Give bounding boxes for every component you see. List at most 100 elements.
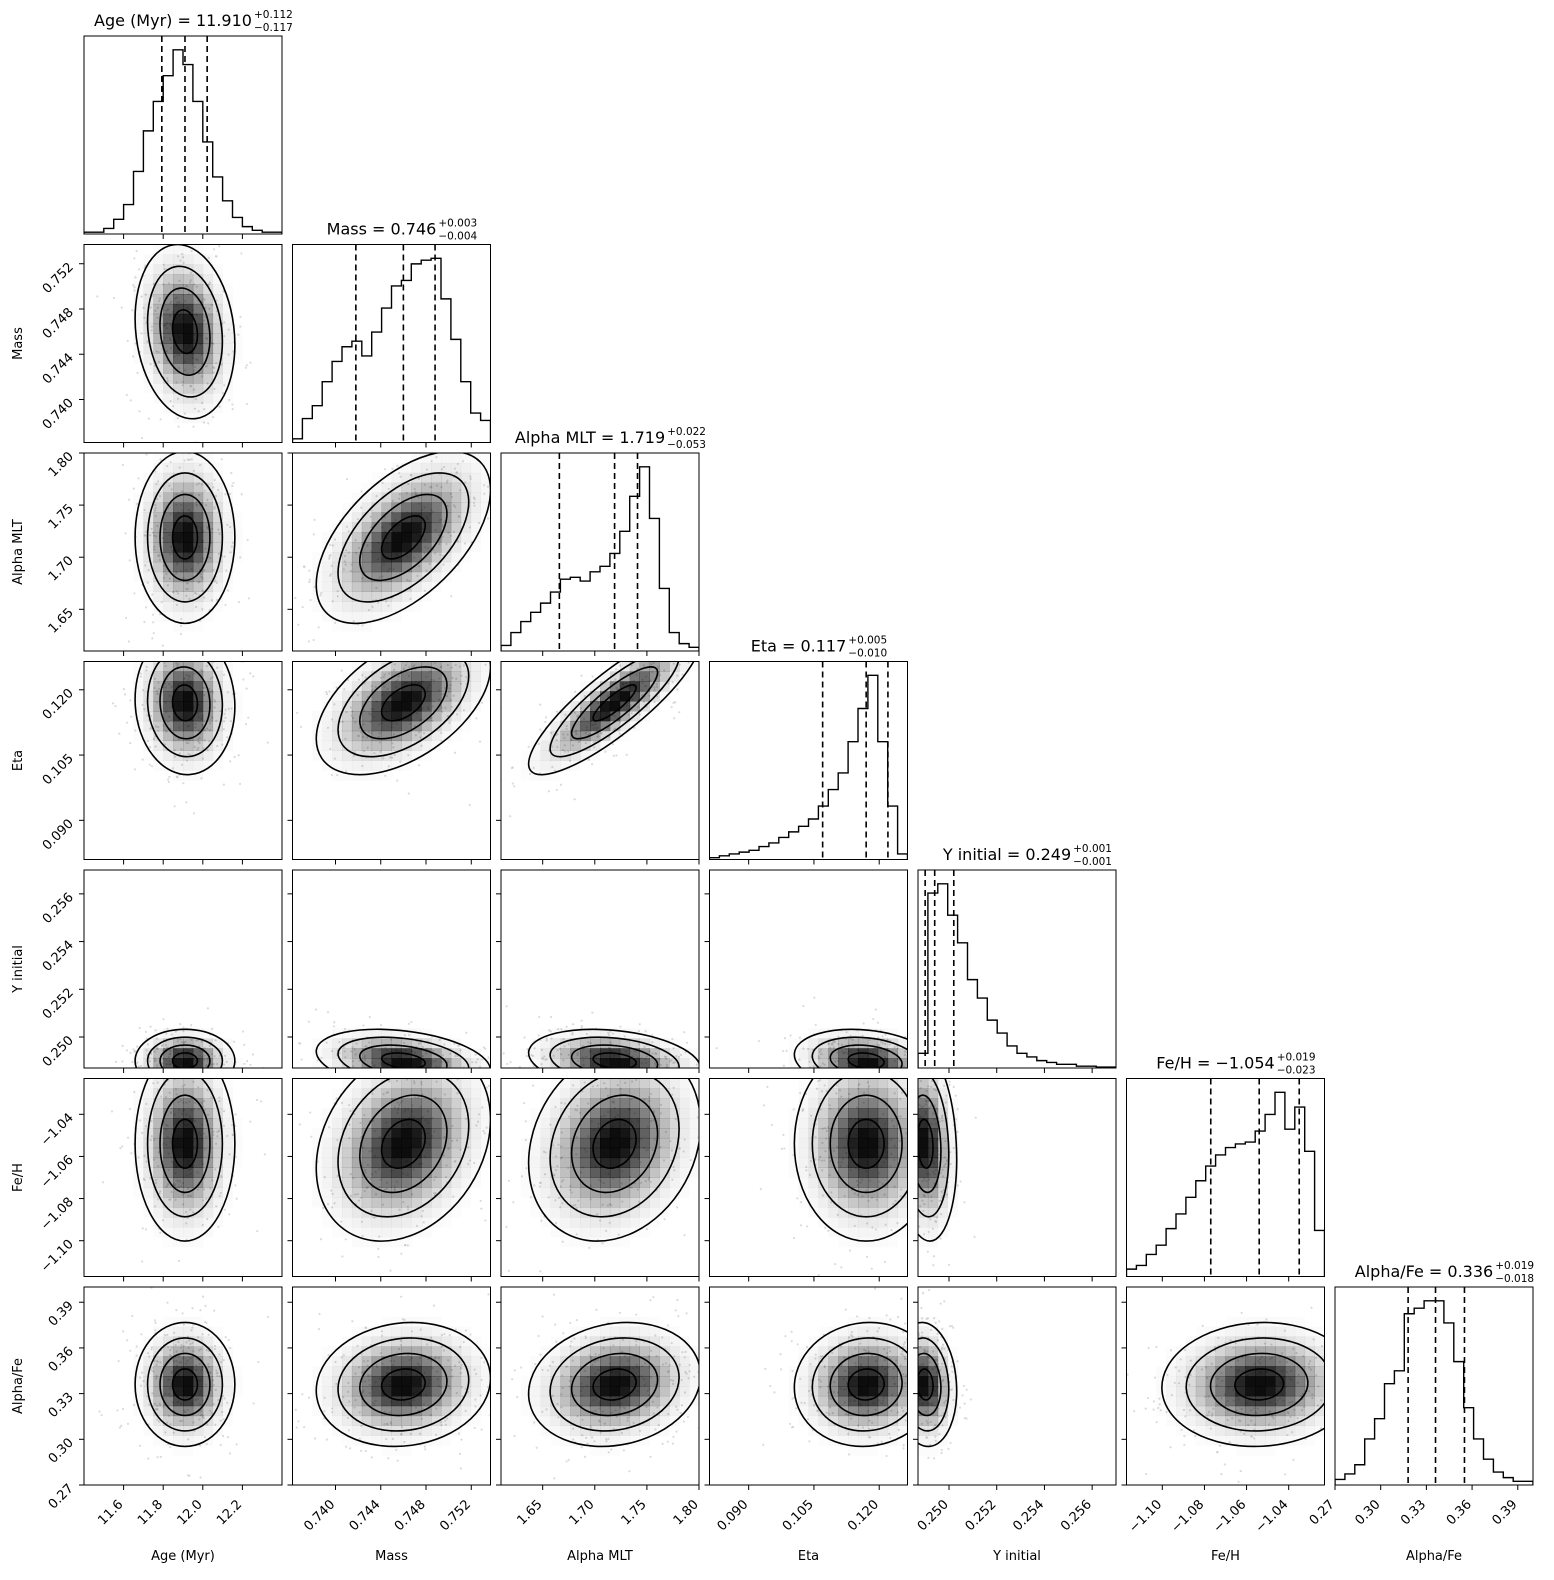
y-axis-label-1: Mass (11, 327, 26, 360)
contour-2-1-0 (380, 515, 426, 560)
contour-5-4-2 (918, 1078, 950, 1218)
contour-4-2-3 (527, 1028, 699, 1068)
panel-frame-6-1 (292, 1286, 491, 1486)
contour-6-2-1 (570, 1352, 659, 1417)
density-3-2 (540, 661, 690, 771)
panel-title-plus-3: +0.005 (848, 635, 887, 647)
x-tick-label-5-0: −1.10 (1126, 1497, 1165, 1536)
contours-5-4 (918, 1078, 958, 1242)
panel-frame-5-4 (917, 1078, 1117, 1277)
panel-title-minus-0: −0.117 (254, 22, 293, 34)
contour-4-1-1 (359, 1044, 448, 1068)
x-tick-label-3-0: 0.090 (715, 1497, 752, 1534)
x-tick-label-4-0: 0.250 (915, 1497, 952, 1534)
contours-4-3 (793, 1028, 908, 1068)
histogram-1 (292, 257, 491, 443)
x-tick-label-1-3: 0.748 (392, 1497, 429, 1534)
contour-5-0-1 (159, 1094, 211, 1194)
panel-frame-3-1 (292, 661, 491, 860)
contours-6-3 (793, 1321, 908, 1448)
contour-3-0-3 (134, 661, 236, 776)
histogram-3 (709, 674, 908, 860)
contours-2-1 (315, 453, 491, 625)
y-tick-label-1-2: 0.744 (40, 350, 77, 387)
contour-5-1-0 (380, 1118, 426, 1169)
panel-title-minus-2: −0.053 (667, 439, 706, 451)
y-tick-label-5-0: −1.10 (38, 1237, 77, 1276)
panel-title-0: Age (Myr) = 11.910 (94, 11, 252, 30)
contour-4-2-0 (592, 1052, 637, 1068)
panel-frame-5-2 (500, 1078, 700, 1277)
panel-frame-2-0 (83, 452, 283, 652)
contour-4-3-1 (829, 1044, 903, 1068)
hist-panel-4: Y initial = 0.249 +0.001−0.001 (917, 843, 1117, 1073)
contour-3-1-0 (380, 684, 426, 722)
scatter-panel-3-1 (287, 661, 491, 865)
panel-frame-6-4 (917, 1286, 1117, 1486)
panel-title-minus-5: −0.023 (1277, 1065, 1316, 1077)
panel-title-minus-4: −0.001 (1073, 856, 1112, 868)
contour-2-0-1 (159, 493, 211, 582)
y-tick-label-1-3: 0.748 (40, 305, 77, 342)
panel-frame-6-2 (500, 1286, 700, 1486)
x-axis-label-0: Age (Myr) (151, 1549, 215, 1564)
panel-frame-6-0 (83, 1286, 283, 1486)
contour-5-3-0 (847, 1118, 885, 1169)
contour-5-0-3 (134, 1078, 236, 1242)
panel-frame-1-0 (83, 244, 283, 443)
density-5-3 (798, 1078, 908, 1238)
contour-6-3-1 (829, 1352, 903, 1417)
density-6-0 (143, 1326, 233, 1446)
contour-6-1-0 (380, 1368, 426, 1401)
contours-6-5 (1161, 1321, 1325, 1448)
contour-3-1-2 (337, 661, 470, 758)
y-axis-label-5: Fe/H (11, 1163, 26, 1192)
y-tick-label-5-3: −1.04 (38, 1111, 77, 1150)
contour-6-0-1 (159, 1352, 211, 1417)
panel-title-plus-0: +0.112 (254, 9, 293, 21)
panel-title-4: Y initial = 0.249 (942, 845, 1071, 864)
scatter-panel-5-4 (913, 1078, 1117, 1282)
contour-5-3-3 (793, 1078, 908, 1242)
panel-frame-3-0 (83, 661, 283, 860)
contour-4-0-0 (171, 1052, 199, 1068)
y-tick-label-3-2: 0.120 (40, 686, 77, 723)
contour-6-0-0 (171, 1368, 199, 1401)
scatter-panel-5-3 (704, 1078, 908, 1282)
y-tick-label-4-2: 0.254 (40, 938, 77, 975)
contour-6-4-1 (918, 1352, 942, 1417)
panel-frame-1-1 (292, 244, 491, 443)
contours-6-0 (134, 1321, 236, 1448)
panel-frame-6-6 (1334, 1286, 1534, 1486)
contour-6-4-3 (918, 1321, 958, 1448)
contour-5-1-1 (359, 1094, 448, 1194)
contour-3-2-0 (592, 684, 637, 722)
x-axis-label-3: Eta (798, 1549, 819, 1564)
hist-panel-5: Fe/H = −1.054 +0.019−0.023 (1126, 1052, 1325, 1282)
contour-4-3-0 (847, 1052, 885, 1068)
contour-6-5-2 (1185, 1337, 1325, 1432)
x-tick-label-2-3: 1.80 (671, 1497, 702, 1528)
contour-1-0-2 (146, 265, 224, 398)
contour-5-2-1 (570, 1094, 659, 1194)
contour-6-0-2 (146, 1337, 224, 1432)
contour-6-3-3 (793, 1321, 908, 1448)
x-tick-label-1-1: 0.740 (301, 1497, 338, 1534)
contour-6-2-2 (549, 1337, 680, 1432)
density-6-4 (918, 1326, 958, 1436)
panel-frame-5-5 (1126, 1078, 1325, 1277)
density-5-1 (322, 1078, 481, 1238)
density-6-3 (798, 1326, 908, 1446)
contour-5-4-3 (918, 1078, 958, 1242)
panel-title-plus-1: +0.003 (438, 218, 477, 230)
scatter-panel-6-4: 0.250 0.252 0.254 0.256 (913, 1286, 1117, 1534)
contour-1-0-1 (159, 287, 211, 376)
contours-3-2 (527, 661, 699, 776)
histogram-5 (1126, 1091, 1325, 1277)
y-tick-label-6-2: 0.33 (46, 1390, 77, 1421)
scatter-panel-6-5: −1.10 −1.08 −1.06 −1.04 (1121, 1286, 1325, 1536)
x-tick-label-6-2: 0.33 (1398, 1497, 1429, 1528)
x-tick-label-5-3: −1.04 (1253, 1497, 1292, 1536)
panel-frame-2-2 (500, 452, 700, 652)
